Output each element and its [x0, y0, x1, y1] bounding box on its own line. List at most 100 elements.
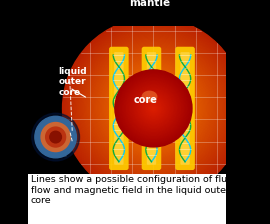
Circle shape: [121, 76, 186, 141]
Circle shape: [139, 94, 168, 123]
Circle shape: [79, 33, 228, 183]
Circle shape: [80, 34, 227, 182]
Text: liquid
outer
core: liquid outer core: [59, 67, 87, 97]
Circle shape: [125, 80, 182, 137]
Circle shape: [138, 93, 169, 124]
Circle shape: [147, 101, 160, 115]
Circle shape: [147, 102, 160, 114]
Circle shape: [140, 95, 167, 122]
Circle shape: [131, 86, 176, 131]
FancyBboxPatch shape: [114, 52, 124, 165]
Circle shape: [126, 81, 180, 135]
Circle shape: [123, 78, 184, 139]
Circle shape: [112, 66, 195, 151]
Circle shape: [99, 54, 208, 163]
Circle shape: [77, 32, 230, 185]
Ellipse shape: [141, 91, 157, 102]
Circle shape: [131, 86, 176, 131]
Circle shape: [136, 91, 170, 125]
Circle shape: [124, 79, 183, 138]
Circle shape: [93, 48, 214, 169]
Circle shape: [120, 75, 187, 142]
Circle shape: [103, 58, 203, 158]
FancyBboxPatch shape: [109, 47, 129, 170]
Circle shape: [118, 73, 189, 144]
Circle shape: [107, 62, 200, 155]
Circle shape: [140, 95, 167, 122]
Circle shape: [132, 87, 175, 130]
Circle shape: [135, 90, 172, 127]
Circle shape: [69, 24, 238, 192]
Circle shape: [120, 75, 186, 141]
Circle shape: [63, 17, 244, 199]
Circle shape: [119, 74, 188, 142]
Circle shape: [150, 105, 157, 112]
Circle shape: [142, 97, 165, 120]
Circle shape: [136, 91, 171, 126]
Circle shape: [129, 84, 178, 133]
Circle shape: [139, 94, 168, 123]
Circle shape: [143, 98, 163, 118]
Circle shape: [109, 64, 198, 153]
Circle shape: [149, 104, 158, 113]
Circle shape: [141, 96, 166, 121]
Circle shape: [116, 71, 191, 146]
Circle shape: [83, 38, 224, 179]
Circle shape: [133, 88, 174, 128]
Circle shape: [108, 63, 199, 154]
Circle shape: [115, 70, 192, 147]
Circle shape: [127, 82, 180, 135]
Circle shape: [117, 72, 190, 145]
FancyBboxPatch shape: [28, 174, 225, 224]
Circle shape: [126, 81, 181, 136]
Circle shape: [118, 73, 189, 144]
Circle shape: [145, 100, 162, 117]
Circle shape: [134, 89, 173, 128]
Circle shape: [137, 93, 169, 124]
Circle shape: [137, 91, 170, 125]
Circle shape: [148, 103, 159, 114]
Circle shape: [128, 83, 179, 134]
Circle shape: [113, 67, 194, 149]
Circle shape: [114, 69, 193, 148]
Circle shape: [82, 37, 225, 180]
Circle shape: [125, 80, 182, 137]
Circle shape: [90, 45, 217, 172]
Circle shape: [100, 55, 207, 162]
Circle shape: [124, 79, 183, 138]
Circle shape: [144, 99, 163, 118]
Circle shape: [152, 107, 155, 110]
Circle shape: [35, 116, 76, 158]
Circle shape: [127, 82, 180, 135]
Ellipse shape: [46, 123, 64, 145]
FancyBboxPatch shape: [175, 47, 195, 170]
Circle shape: [117, 72, 190, 145]
Circle shape: [143, 98, 164, 119]
Text: core: core: [134, 95, 157, 106]
Circle shape: [129, 83, 178, 134]
Text: mantle: mantle: [129, 0, 170, 8]
Circle shape: [89, 44, 218, 173]
Circle shape: [147, 101, 160, 115]
Circle shape: [81, 36, 226, 181]
Circle shape: [94, 49, 212, 168]
Circle shape: [101, 56, 206, 161]
Circle shape: [123, 78, 184, 138]
Circle shape: [130, 84, 177, 132]
Circle shape: [148, 103, 159, 114]
Circle shape: [32, 113, 79, 161]
Circle shape: [122, 77, 185, 140]
Circle shape: [140, 95, 167, 121]
Circle shape: [137, 92, 170, 125]
Circle shape: [133, 88, 174, 129]
Circle shape: [84, 39, 223, 178]
Circle shape: [92, 47, 215, 170]
Circle shape: [150, 105, 157, 112]
Circle shape: [66, 21, 241, 196]
Circle shape: [130, 85, 177, 131]
Circle shape: [91, 46, 216, 171]
Circle shape: [85, 40, 222, 177]
Circle shape: [146, 101, 161, 116]
Circle shape: [126, 81, 181, 136]
Circle shape: [104, 60, 202, 157]
